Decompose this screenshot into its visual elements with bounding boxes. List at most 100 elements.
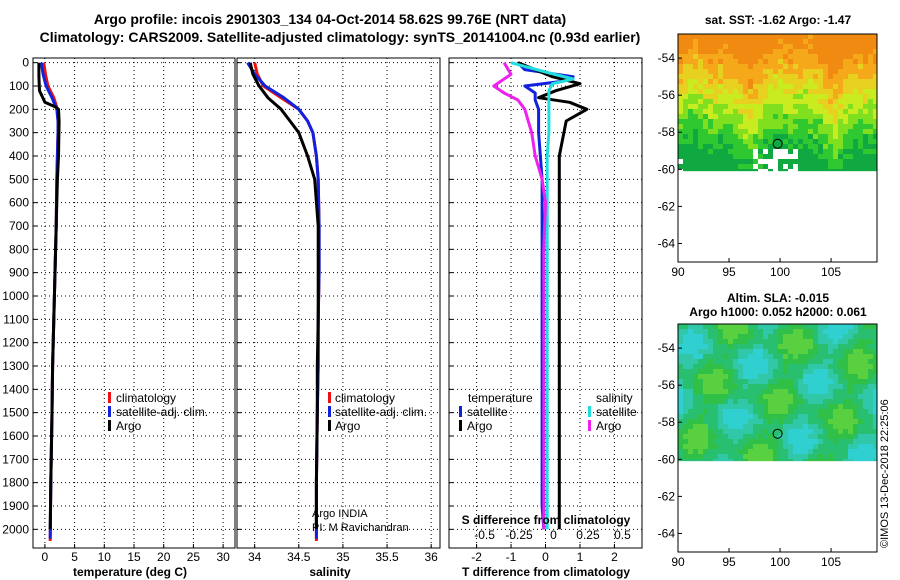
map-cell (808, 124, 813, 129)
map-cell (723, 429, 728, 434)
map-cell (723, 384, 728, 389)
map-cell (783, 364, 788, 369)
map-cell (843, 334, 848, 339)
map-cell (728, 344, 733, 349)
map-cell (828, 104, 833, 109)
map-cell (758, 364, 763, 369)
map-cell (778, 79, 783, 84)
map-cell (833, 444, 838, 449)
map-cell (768, 54, 773, 59)
map-cell (683, 394, 688, 399)
map-cell (783, 379, 788, 384)
map-cell (708, 344, 713, 349)
map-cell (693, 94, 698, 99)
map-cell (848, 139, 853, 144)
map-cell (838, 429, 843, 434)
map-cell (718, 159, 723, 164)
map-cell (688, 414, 693, 419)
map-cell (748, 384, 753, 389)
map-cell (803, 364, 808, 369)
map-cell (678, 144, 683, 149)
map-cell (828, 369, 833, 374)
map-cell (783, 124, 788, 129)
map-cell (868, 369, 873, 374)
map-cell (753, 94, 758, 99)
map-cell (723, 129, 728, 134)
map-cell (838, 389, 843, 394)
map-cell (783, 369, 788, 374)
map-cell (723, 139, 728, 144)
map-cell (863, 374, 868, 379)
map-cell (708, 369, 713, 374)
map-cell (693, 39, 698, 44)
map-cell (698, 439, 703, 444)
map-cell (678, 364, 683, 369)
map-cell (683, 89, 688, 94)
map-cell (728, 429, 733, 434)
map-cell (698, 49, 703, 54)
map-cell (853, 89, 858, 94)
map-cell (783, 454, 788, 459)
map-cell (838, 404, 843, 409)
map-cell (828, 119, 833, 124)
map-cell (803, 399, 808, 404)
map-cell (768, 89, 773, 94)
map-cell (718, 454, 723, 459)
map-cell (713, 399, 718, 404)
map-cell (683, 344, 688, 349)
legend-salinity-title: salinity (596, 391, 633, 405)
map-cell (683, 359, 688, 364)
map-cell (868, 109, 873, 114)
map-cell (733, 139, 738, 144)
map-cell (843, 134, 848, 139)
map-cell (793, 84, 798, 89)
map-cell (763, 134, 768, 139)
map-cell (758, 359, 763, 364)
map-cell (773, 334, 778, 339)
legend-temperature-title: temperature (468, 391, 533, 405)
map-cell (748, 324, 753, 329)
y-tick-label: 400 (9, 149, 29, 163)
map-cell (843, 359, 848, 364)
map-cell (708, 54, 713, 59)
map-cell (733, 419, 738, 424)
map-cell (713, 49, 718, 54)
map-cell (758, 54, 763, 59)
map-cell (793, 159, 798, 164)
map-cell (758, 424, 763, 429)
x-tick-label: 20 (157, 550, 171, 564)
map-cell (873, 59, 877, 64)
map-cell (873, 134, 877, 139)
map-cell (838, 79, 843, 84)
map-cell (803, 124, 808, 129)
map-cell (738, 379, 743, 384)
map-cell (718, 74, 723, 79)
map-cell (768, 104, 773, 109)
map-cell (768, 74, 773, 79)
x2-tick-label: -0.5 (474, 528, 495, 542)
map-cell (833, 449, 838, 454)
map-cell (823, 429, 828, 434)
map-cell (718, 154, 723, 159)
map-cell (778, 164, 783, 169)
map-cell (858, 444, 863, 449)
map-cell (698, 139, 703, 144)
map-cell (823, 404, 828, 409)
map-cell (783, 44, 788, 49)
map-cell (723, 404, 728, 409)
map-cell (863, 369, 868, 374)
plot-frame (236, 57, 441, 549)
map-cell (823, 454, 828, 459)
map-cell (863, 429, 868, 434)
map-cell (698, 169, 703, 172)
map-cell (813, 74, 818, 79)
map-cell (793, 409, 798, 414)
map-cell (833, 454, 838, 459)
map-cell (708, 404, 713, 409)
map-cell (823, 94, 828, 99)
map-cell (718, 89, 723, 94)
map-cell (738, 414, 743, 419)
map-cell (678, 324, 683, 329)
map-cell (798, 59, 803, 64)
map-cell (693, 144, 698, 149)
